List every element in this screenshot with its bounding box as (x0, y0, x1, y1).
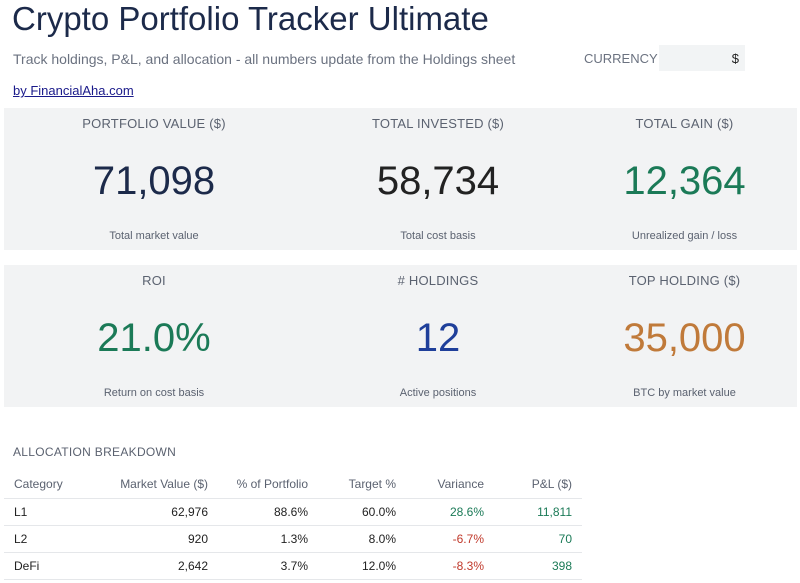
kpi-value: 12,364 (623, 159, 746, 203)
kpi-value: 35,000 (623, 316, 746, 360)
kpi-caption: Total market value (109, 230, 199, 242)
column-header-pct-portfolio[interactable]: % of Portfolio (218, 470, 318, 499)
table-row[interactable]: L1 62,976 88.6% 60.0% 28.6% 11,811 (4, 498, 582, 526)
column-header-pl[interactable]: P&L ($) (494, 470, 582, 499)
kpi-card-roi: ROI 21.0% Return on cost basis (4, 265, 304, 407)
column-header-variance[interactable]: Variance (406, 470, 494, 499)
allocation-table: Category Market Value ($) % of Portfolio… (4, 470, 582, 580)
kpi-label: # HOLDINGS (397, 273, 479, 288)
column-header-target[interactable]: Target % (318, 470, 406, 499)
kpi-value: 71,098 (92, 159, 216, 203)
cell-pct-portfolio[interactable]: 88.6% (218, 498, 318, 526)
cell-pl[interactable]: 11,811 (494, 498, 582, 526)
kpi-value: 12 (415, 316, 461, 360)
kpi-caption: Unrealized gain / loss (631, 230, 738, 242)
cell-market-value[interactable]: 2,642 (94, 552, 218, 580)
kpi-label: TOTAL INVESTED ($) (372, 116, 504, 131)
cell-market-value[interactable]: 62,976 (94, 498, 218, 526)
page-subtitle: Track holdings, P&L, and allocation - al… (13, 51, 516, 67)
kpi-value: 58,734 (376, 159, 500, 203)
kpi-card-portfolio-value: PORTFOLIO VALUE ($) 71,098 Total market … (4, 108, 304, 250)
cell-variance[interactable]: -6.7% (406, 525, 494, 553)
cell-pct-portfolio[interactable]: 3.7% (218, 552, 318, 580)
cell-pl[interactable]: 398 (494, 552, 582, 580)
currency-input[interactable]: $ (659, 45, 745, 71)
cell-category[interactable]: L2 (4, 525, 94, 553)
kpi-row-2: ROI 21.0% Return on cost basis # HOLDING… (4, 265, 797, 407)
cell-category[interactable]: L1 (4, 498, 94, 526)
kpi-caption: Total cost basis (400, 230, 476, 242)
kpi-value: 21.0% (97, 316, 211, 360)
kpi-label: ROI (142, 273, 166, 288)
cell-target[interactable]: 8.0% (318, 525, 406, 553)
cell-target[interactable]: 60.0% (318, 498, 406, 526)
kpi-caption: Return on cost basis (103, 387, 205, 399)
kpi-label: TOP HOLDING ($) (628, 273, 741, 288)
kpi-caption: Active positions (399, 387, 477, 399)
page-title: Crypto Portfolio Tracker Ultimate (12, 0, 489, 37)
cell-target[interactable]: 12.0% (318, 552, 406, 580)
byline-link[interactable]: by FinancialAha.com (13, 83, 134, 98)
cell-variance[interactable]: 28.6% (406, 498, 494, 526)
cell-pct-portfolio[interactable]: 1.3% (218, 525, 318, 553)
kpi-label: TOTAL GAIN ($) (635, 116, 734, 131)
kpi-card-holdings: # HOLDINGS 12 Active positions (304, 265, 572, 407)
kpi-card-total-gain: TOTAL GAIN ($) 12,364 Unrealized gain / … (572, 108, 797, 250)
table-row[interactable]: L2 920 1.3% 8.0% -6.7% 70 (4, 525, 582, 553)
cell-category[interactable]: DeFi (4, 552, 94, 580)
cell-pl[interactable]: 70 (494, 525, 582, 553)
cell-variance[interactable]: -8.3% (406, 552, 494, 580)
table-header-row: Category Market Value ($) % of Portfolio… (4, 470, 582, 499)
kpi-label: PORTFOLIO VALUE ($) (82, 116, 226, 131)
kpi-caption: BTC by market value (633, 387, 736, 399)
cell-market-value[interactable]: 920 (94, 525, 218, 553)
table-row[interactable]: DeFi 2,642 3.7% 12.0% -8.3% 398 (4, 552, 582, 580)
allocation-title: ALLOCATION BREAKDOWN (13, 445, 177, 459)
currency-label: CURRENCY (584, 51, 658, 66)
column-header-category[interactable]: Category (4, 470, 94, 499)
kpi-row-1: PORTFOLIO VALUE ($) 71,098 Total market … (4, 108, 797, 250)
column-header-market-value[interactable]: Market Value ($) (94, 470, 218, 499)
kpi-card-total-invested: TOTAL INVESTED ($) 58,734 Total cost bas… (304, 108, 572, 250)
kpi-card-top-holding: TOP HOLDING ($) 35,000 BTC by market val… (572, 265, 797, 407)
